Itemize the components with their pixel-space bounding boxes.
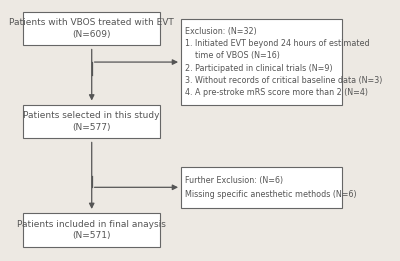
Text: (N=609): (N=609) — [72, 29, 111, 39]
Text: Exclusion: (N=32): Exclusion: (N=32) — [185, 27, 257, 36]
Text: time of VBOS (N=16): time of VBOS (N=16) — [185, 51, 280, 61]
FancyBboxPatch shape — [23, 213, 160, 247]
Text: (N=571): (N=571) — [72, 231, 111, 240]
Text: 4. A pre-stroke mRS score more than 2 (N=4): 4. A pre-stroke mRS score more than 2 (N… — [185, 88, 368, 97]
Text: 3. Without records of critical baseline data (N=3): 3. Without records of critical baseline … — [185, 76, 382, 85]
FancyBboxPatch shape — [181, 167, 342, 208]
Text: 2. Participated in clinical trials (N=9): 2. Participated in clinical trials (N=9) — [185, 64, 333, 73]
Text: Patients selected in this study: Patients selected in this study — [24, 111, 160, 120]
Text: 1. Initiated EVT beyond 24 hours of estimated: 1. Initiated EVT beyond 24 hours of esti… — [185, 39, 370, 48]
Text: Missing specific anesthetic methods (N=6): Missing specific anesthetic methods (N=6… — [185, 190, 357, 199]
Text: Patients with VBOS treated with EVT: Patients with VBOS treated with EVT — [9, 19, 174, 27]
Text: Further Exclusion: (N=6): Further Exclusion: (N=6) — [185, 176, 283, 185]
FancyBboxPatch shape — [23, 105, 160, 138]
FancyBboxPatch shape — [181, 20, 342, 105]
Text: Patients included in final anaysis: Patients included in final anaysis — [17, 220, 166, 229]
Text: (N=577): (N=577) — [72, 123, 111, 132]
FancyBboxPatch shape — [23, 12, 160, 45]
